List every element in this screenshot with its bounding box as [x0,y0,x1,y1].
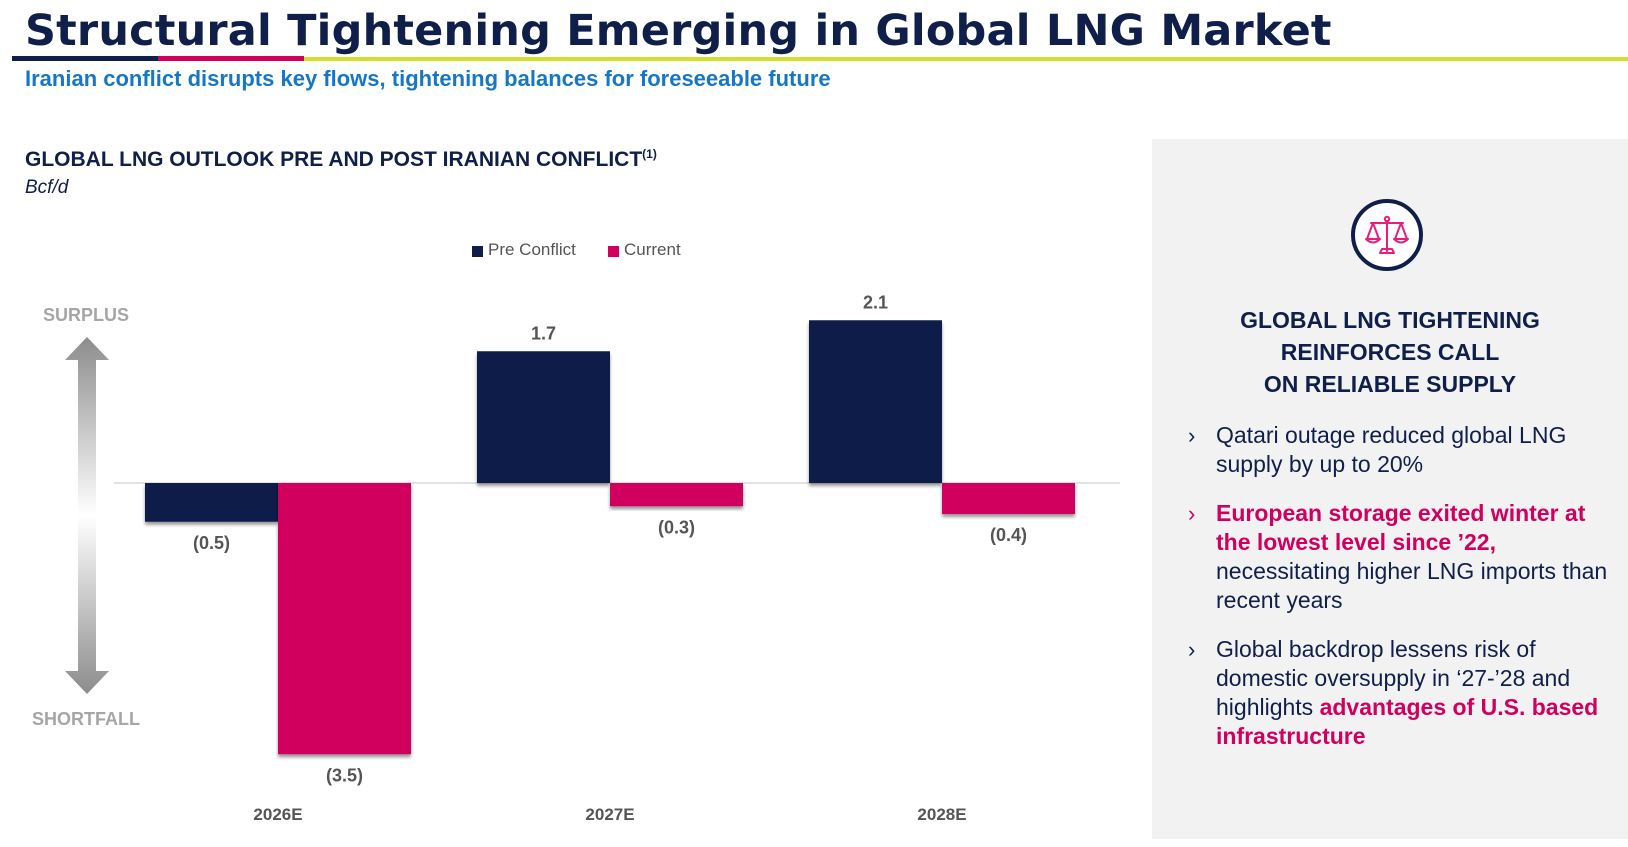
bullet-3-text: Global backdrop lessens risk of domestic… [1216,636,1571,720]
balance-scale-icon [1365,215,1409,254]
chevron-right-icon: › [1188,501,1196,526]
panel-heading-line-1: GLOBAL LNG TIGHTENING [1240,307,1540,333]
bullet-3-highlight: advantages of U.S. based infrastructure [1216,694,1599,749]
chevron-right-icon: › [1188,637,1196,662]
bar-pre-conflict-2027e [477,351,610,483]
bar-pre-conflict-2026e [145,483,278,522]
legend-swatch-pre-conflict [472,246,483,257]
bullet-2-highlight: European storage exited winter at the lo… [1216,500,1586,555]
category-label-2027e: 2027E [585,805,634,824]
chart-title-footnote: (1) [642,147,657,161]
data-label-pre-conflict-2028e: 2.1 [863,292,888,312]
chart-units: Bcf/d [25,177,69,198]
bar-current-2027e [610,483,743,507]
chart-title: GLOBAL LNG OUTLOOK PRE AND POST IRANIAN … [25,147,657,172]
legend-label-current: Current [624,240,681,259]
scale-badge [1351,199,1423,271]
surplus-shortfall-arrow [65,337,109,694]
bar-current-2026e [278,483,411,755]
legend-label-pre-conflict: Pre Conflict [488,240,576,259]
data-label-current-2027e: (0.3) [658,517,695,537]
data-label-current-2028e: (0.4) [990,525,1027,545]
data-label-current-2026e: (3.5) [326,765,363,785]
bullet-list: › Qatari outage reduced global LNG suppl… [1188,421,1608,771]
surplus-label: SURPLUS [42,305,129,325]
title-rule-navy [12,56,158,61]
chart-title-text: GLOBAL LNG OUTLOOK PRE AND POST IRANIAN … [25,148,643,171]
page-title: Structural Tightening Emerging in Global… [25,6,1332,56]
data-label-pre-conflict-2027e: 1.7 [531,323,556,343]
legend-swatch-current [608,246,619,257]
bar-pre-conflict-2028e [809,320,942,483]
bar-current-2028e [942,483,1075,514]
legend-item-current: Current [608,240,681,260]
title-rule-pink [158,56,304,61]
chart-plot: (0.5) (3.5) 2026E 1.7 (0.3) 2027E 2.1 (0.4) 2028… [65,292,1120,824]
side-panel: GLOBAL LNG TIGHTENING REINFORCES CALL ON… [1152,139,1628,839]
page-subtitle: Iranian conflict disrupts key flows, tig… [25,66,831,91]
bullet-item-1: › Qatari outage reduced global LNG suppl… [1188,421,1608,479]
category-label-2026e: 2026E [253,805,302,824]
bullet-item-2: › European storage exited winter at the … [1188,499,1608,615]
chevron-right-icon: › [1188,423,1196,448]
panel-heading: GLOBAL LNG TIGHTENING REINFORCES CALL ON… [1172,304,1608,400]
legend-item-pre-conflict: Pre Conflict [472,240,576,260]
data-label-pre-conflict-2026e: (0.5) [193,533,230,553]
bullet-1-text: Qatari outage reduced global LNG supply … [1216,422,1567,477]
bullet-item-3: › Global backdrop lessens risk of domest… [1188,635,1608,751]
bullet-2-text: necessitating higher LNG imports than re… [1216,558,1608,613]
category-label-2028e: 2028E [917,805,966,824]
panel-heading-line-3: ON RELIABLE SUPPLY [1263,371,1517,397]
shortfall-label: SHORTFALL [32,709,140,729]
panel-heading-line-2: REINFORCES CALL [1280,339,1500,365]
title-rule-lime [304,57,1628,61]
